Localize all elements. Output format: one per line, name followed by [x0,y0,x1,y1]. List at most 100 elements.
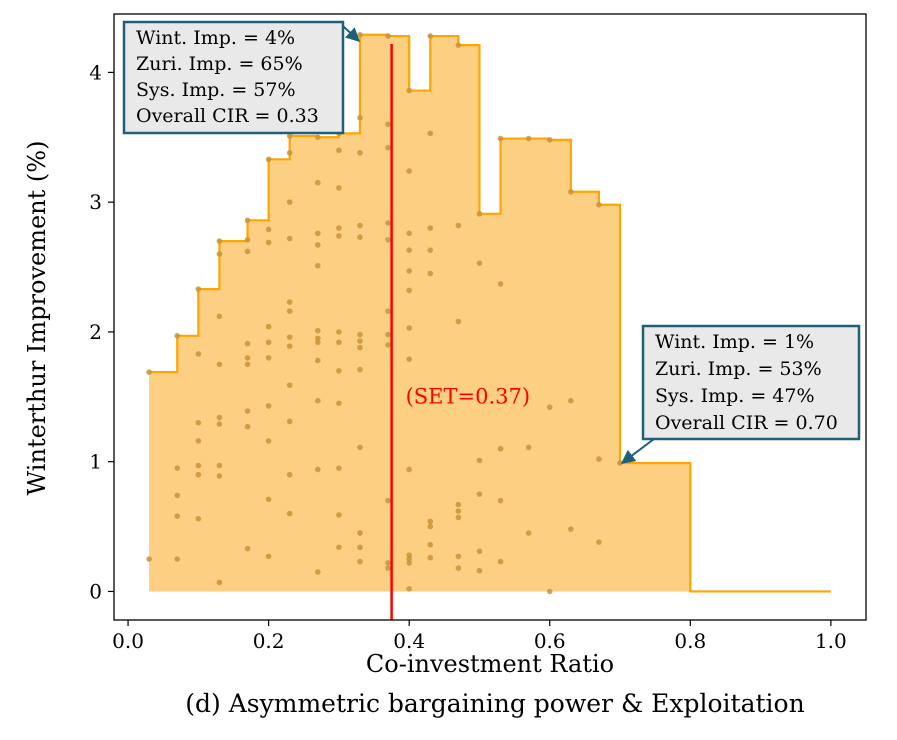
data-point [427,225,434,231]
figure-caption: (d) Asymmetric bargaining power & Exploi… [185,689,804,718]
annotation-line: Sys. Imp. = 57% [136,79,296,101]
data-point [244,355,251,361]
data-point [406,586,412,592]
data-point [286,334,293,340]
data-point [455,514,462,521]
data-point [286,510,293,517]
data-point [406,268,412,274]
plot-frame [113,13,867,621]
data-point [476,260,483,266]
data-point [596,539,602,545]
data-point [357,558,363,565]
data-point [265,403,272,409]
data-point [357,338,363,344]
data-point [385,308,391,314]
annotation-line: Wint. Imp. = 4% [136,27,295,49]
data-point [216,414,223,421]
data-point [406,356,412,362]
x-axis-label: Co-investment Ratio [366,650,614,678]
y-tick-label: 3 [89,190,102,214]
data-point [385,560,391,566]
data-point [174,492,181,499]
data-point [617,460,623,466]
data-point [427,130,434,137]
annotation-box-cir-033: Wint. Imp. = 4% Zuri. Imp. = 65% Sys. Im… [122,20,361,135]
data-point [455,553,462,560]
x-tick-label: 0.6 [534,629,566,653]
data-point [427,518,434,525]
data-point [216,238,223,244]
data-point [286,199,293,205]
y-axis-label: Winterthur Improvement (%) [23,141,51,496]
data-point [525,530,532,536]
data-point [216,473,223,479]
scatter-points [146,31,623,595]
data-point [286,308,293,314]
data-point [336,512,342,518]
data-point [216,361,223,368]
data-point [195,419,202,426]
data-point [455,42,462,48]
data-point [357,222,363,229]
data-point [546,137,553,143]
data-point [244,408,251,414]
data-point [357,530,363,536]
annotation-arrow [342,25,361,42]
data-point [315,569,321,575]
data-point [568,526,574,532]
data-point [265,553,272,560]
data-point [497,135,504,142]
data-point [315,397,321,404]
y-tick-label: 0 [89,579,102,603]
data-point [476,457,483,464]
y-tick-label: 2 [89,320,102,344]
data-point [476,491,483,497]
x-tick-label: 0.4 [393,629,425,653]
data-point [146,369,152,375]
data-point [336,368,342,374]
data-point [216,462,223,469]
data-point [315,179,321,186]
data-point [385,121,391,128]
data-point [244,236,251,243]
data-point [525,135,532,142]
data-point [596,456,602,462]
data-point [546,588,553,595]
data-point [385,33,391,39]
data-point [497,558,504,565]
data-point [406,87,412,94]
data-point [244,545,251,552]
data-point [546,404,553,410]
y-tick-label: 4 [89,60,102,84]
data-point [216,313,223,320]
data-point [427,33,434,39]
data-point [336,225,342,231]
data-point [315,339,321,346]
data-point [244,248,251,255]
data-point [195,471,202,478]
data-point [174,465,181,471]
data-point [455,222,462,229]
set-label: (SET=0.37) [406,384,530,408]
data-point [357,344,363,351]
data-point [286,343,293,349]
data-point [174,556,181,562]
data-point [427,270,434,277]
data-point [336,339,342,346]
data-point [385,565,391,571]
data-point [244,361,251,368]
data-point [596,201,602,208]
data-point [497,445,504,452]
y-tick-label: 1 [89,450,102,474]
x-tick-label: 0.8 [674,629,706,653]
data-point [216,251,223,257]
data-point [357,366,363,373]
data-point [195,515,202,522]
data-point [315,335,321,342]
data-point [315,242,321,248]
annotation-line: Overall CIR = 0.33 [136,105,319,127]
data-point [265,239,272,246]
data-point [406,247,412,253]
data-point [455,565,462,571]
